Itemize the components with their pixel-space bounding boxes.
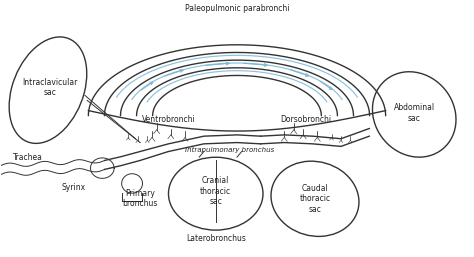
Text: Trachea: Trachea [12,153,42,162]
Text: Primary
bronchus: Primary bronchus [122,189,158,208]
Text: Laterobronchus: Laterobronchus [186,234,246,243]
Text: Syrinx: Syrinx [62,183,86,192]
Ellipse shape [373,72,456,157]
Text: Ventrobronchi: Ventrobronchi [142,115,195,124]
Text: Paleopulmonic parabronchi: Paleopulmonic parabronchi [185,4,289,13]
Text: Dorsobronchi: Dorsobronchi [280,115,331,124]
Ellipse shape [9,37,87,143]
Text: Abdominal
sac: Abdominal sac [394,104,435,123]
Text: Caudal
thoracic
sac: Caudal thoracic sac [300,184,330,214]
Text: Intraclavicular
sac: Intraclavicular sac [23,78,78,97]
Text: Intrapulmonary bronchus: Intrapulmonary bronchus [185,147,274,153]
Ellipse shape [168,157,263,230]
Ellipse shape [271,161,359,236]
Text: Cranial
thoracic
sac: Cranial thoracic sac [200,176,231,206]
